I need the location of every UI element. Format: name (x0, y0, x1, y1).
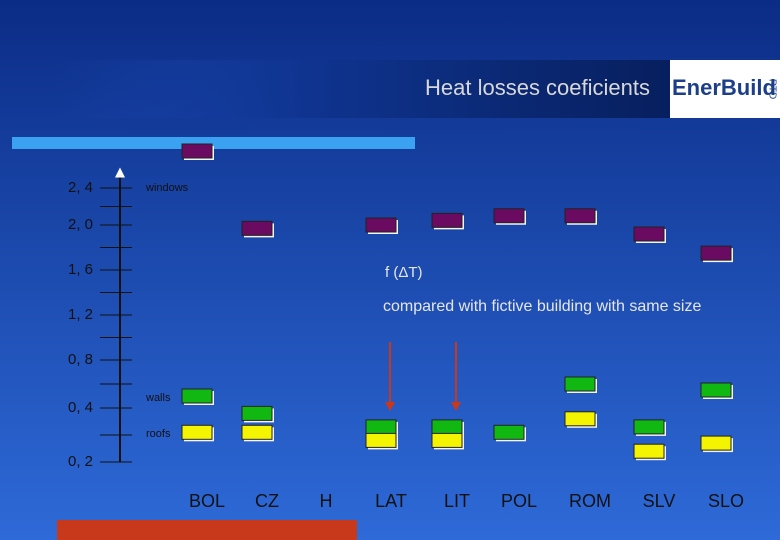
box (431, 432, 463, 448)
box (700, 435, 732, 451)
box (633, 443, 665, 459)
box (431, 419, 463, 435)
arrow-head (385, 402, 395, 411)
box (564, 208, 596, 224)
y-tick-label: 1, 2 (68, 306, 93, 323)
box (181, 143, 213, 159)
box (431, 212, 463, 228)
box (564, 376, 596, 392)
accent-bar (12, 137, 415, 149)
annotation: f (ΔT) (385, 264, 423, 281)
box (181, 424, 213, 440)
arrow-head (451, 402, 461, 411)
x-tick-label: SLO (708, 491, 744, 511)
box (365, 432, 397, 448)
annotation: compared with fictive building with same… (383, 298, 702, 315)
x-tick-label: H (320, 491, 333, 511)
annotation-box: compared with fictive building with same… (383, 298, 702, 315)
box (700, 245, 732, 261)
x-tick-label: LIT (444, 491, 470, 511)
y-tick-label: 0, 8 (68, 351, 93, 368)
box (241, 424, 273, 440)
box (241, 220, 273, 236)
y-tick-label: 0, 4 (68, 399, 93, 416)
y-tick-label: 2, 0 (68, 216, 93, 233)
box (181, 388, 213, 404)
title-bar (60, 60, 670, 118)
legend-label: roofs (146, 428, 171, 440)
x-tick-label: LAT (375, 491, 407, 511)
chart-title: Heat losses coeficients (425, 75, 650, 100)
y-tick-label: 1, 6 (68, 261, 93, 278)
box (365, 419, 397, 435)
box (700, 382, 732, 398)
x-tick-label: CZ (255, 491, 279, 511)
x-tick-label: ROM (569, 491, 611, 511)
box (564, 411, 596, 427)
legend-label: windows (145, 182, 189, 194)
x-tick-label: POL (501, 491, 537, 511)
logo-text: EnerBuild (672, 75, 776, 100)
y-tick-label: 2, 4 (68, 179, 93, 196)
box (493, 424, 525, 440)
box (633, 226, 665, 242)
box (633, 419, 665, 435)
box (493, 208, 525, 224)
box (241, 405, 273, 421)
legend-label: walls (145, 392, 171, 404)
y-tick-label: 0, 2 (68, 453, 93, 470)
x-tick-label: BOL (189, 491, 225, 511)
logo-box (670, 60, 780, 118)
y-axis-arrow (115, 167, 125, 178)
box (365, 217, 397, 233)
logo-side: RTD (766, 79, 777, 99)
x-tick-label: SLV (643, 491, 676, 511)
accent-bar-bottom (57, 520, 357, 540)
